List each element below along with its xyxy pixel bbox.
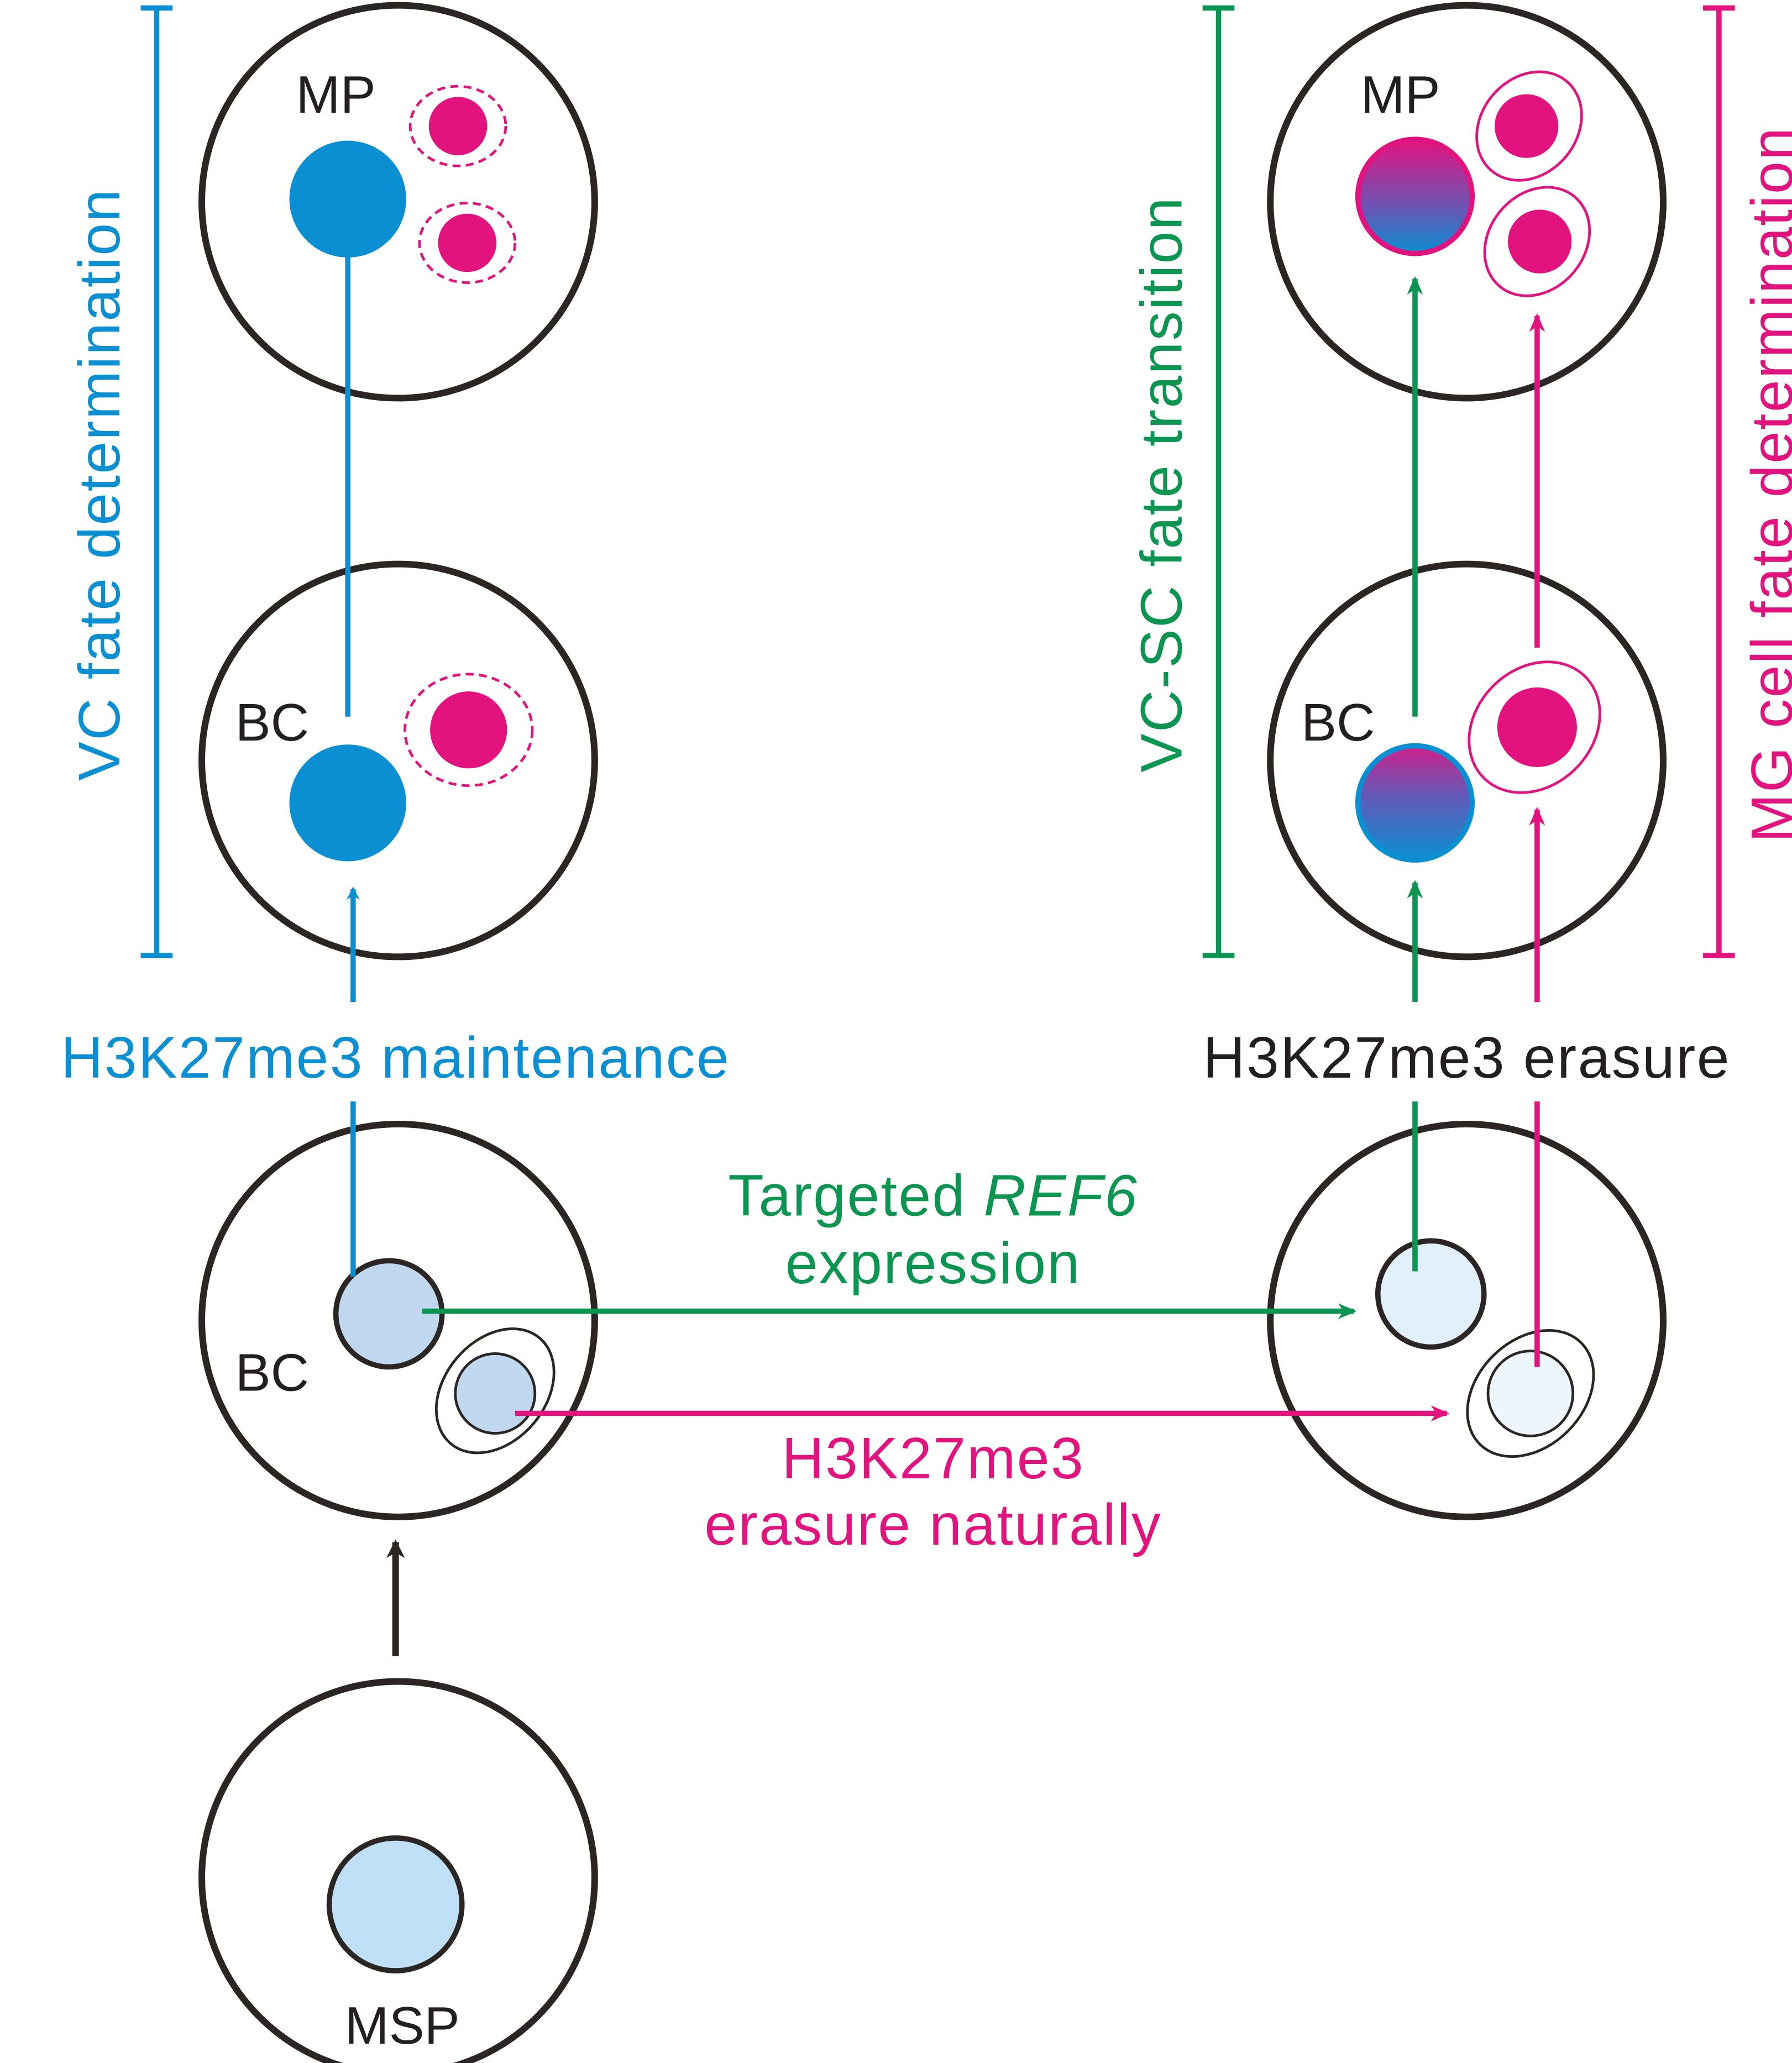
vcsc-bracket [1202, 5, 1235, 958]
mg-label: MG cell fate determination [1739, 127, 1792, 843]
gene-name: REF6 [983, 1163, 1138, 1229]
mg-bracket [1703, 5, 1735, 958]
cell-label: MSP [345, 1996, 460, 2055]
natural-label-2: erasure naturally [704, 1492, 1162, 1557]
cell-label: BC [1301, 693, 1375, 752]
cell-label: MP [1360, 65, 1440, 124]
msp-cell: MSP [198, 1678, 598, 2063]
left-mp-cell: MP [198, 2, 598, 402]
natural-label-1: H3K27me3 [782, 1426, 1084, 1491]
erasure-label: H3K27me3 erasure [1203, 1025, 1731, 1090]
cell-label: BC [235, 1343, 309, 1403]
cell-label: BC [235, 693, 309, 752]
vc-bracket [140, 5, 173, 958]
right-bc-cell: BC [1267, 560, 1667, 960]
magenta-arrows [515, 313, 1545, 1421]
left-bc-upper-cell: BC [198, 560, 598, 960]
left-bc-lower-cell: BC [198, 1120, 598, 1520]
maintenance-label: H3K27me3 maintenance [61, 1025, 730, 1090]
cell-label: MP [296, 65, 376, 124]
vcsc-label: VC-SC fate transition [1129, 196, 1194, 773]
vc-label: VC fate determination [67, 188, 132, 780]
targeted-prefix: Targeted [728, 1163, 983, 1229]
expression-label: expression [785, 1231, 1081, 1296]
green-arrows [422, 276, 1423, 1320]
right-mp-cell: MP [1267, 2, 1667, 402]
right-lower-cell [1267, 1120, 1667, 1520]
blue-arrows [341, 243, 360, 1277]
targeted-label: Targeted REF6 [728, 1163, 1138, 1229]
